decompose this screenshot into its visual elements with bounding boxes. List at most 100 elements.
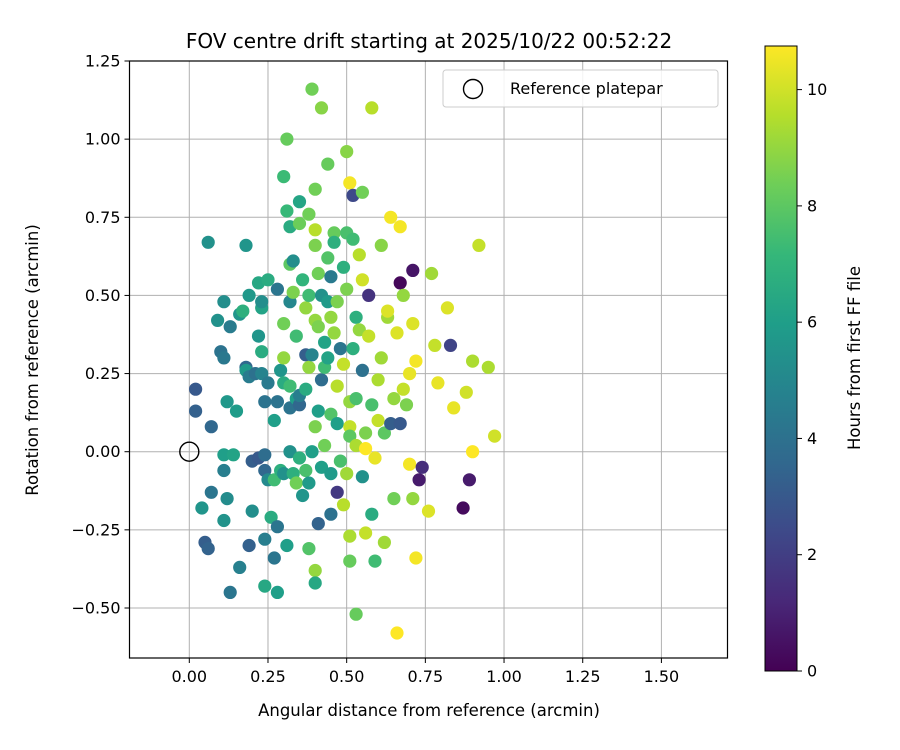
data-point xyxy=(211,313,225,327)
data-point xyxy=(270,395,284,409)
data-point xyxy=(283,445,297,459)
data-point xyxy=(321,157,335,171)
data-point xyxy=(220,492,234,506)
data-point xyxy=(377,426,391,440)
data-point xyxy=(236,304,250,318)
data-point xyxy=(368,554,382,568)
data-point xyxy=(274,363,288,377)
data-point xyxy=(481,360,495,374)
data-point xyxy=(459,385,473,399)
data-point xyxy=(258,579,272,593)
data-point xyxy=(340,145,354,159)
data-point xyxy=(318,335,332,349)
data-point xyxy=(340,282,354,296)
data-point xyxy=(324,270,338,284)
data-point xyxy=(330,379,344,393)
data-point xyxy=(233,560,247,575)
data-point xyxy=(270,520,284,534)
data-point xyxy=(349,392,363,406)
data-point xyxy=(384,417,398,431)
data-point xyxy=(220,395,234,409)
data-point xyxy=(226,448,240,462)
colorbar: 0 2 4 6 8 10 Hours from first FF file xyxy=(764,45,864,681)
legend-label: Reference platepar xyxy=(510,79,663,98)
colorbar-ticks: 0 2 4 6 8 10 xyxy=(797,80,827,681)
data-point xyxy=(286,254,300,268)
data-point xyxy=(359,426,373,440)
colorbar-tick-label: 0 xyxy=(807,662,817,681)
data-point xyxy=(447,401,461,415)
x-tick-label: 0.00 xyxy=(171,667,207,686)
data-point xyxy=(403,367,417,381)
data-point xyxy=(242,538,256,553)
data-point xyxy=(308,223,322,237)
data-point xyxy=(462,473,476,487)
x-tick-label: 0.75 xyxy=(408,667,444,686)
data-point xyxy=(299,382,313,396)
data-point xyxy=(336,498,351,512)
data-point xyxy=(277,467,291,481)
data-point xyxy=(355,470,369,484)
data-point xyxy=(267,551,281,565)
data-point xyxy=(204,485,218,499)
data-point xyxy=(336,357,351,371)
x-tick-label: 1.50 xyxy=(644,667,680,686)
data-point xyxy=(336,260,351,274)
data-point xyxy=(292,451,307,465)
data-point xyxy=(456,501,470,515)
data-point xyxy=(387,492,401,506)
data-point xyxy=(349,607,363,621)
data-point xyxy=(371,413,385,428)
data-point xyxy=(340,467,354,481)
data-point xyxy=(324,407,338,421)
data-point xyxy=(314,373,329,387)
data-point xyxy=(223,585,237,600)
data-point xyxy=(305,348,319,362)
data-point xyxy=(362,329,376,343)
data-point xyxy=(399,398,414,412)
legend: Reference platepar xyxy=(442,69,719,108)
data-point xyxy=(280,538,294,553)
data-point xyxy=(412,473,426,487)
x-tick-label: 1.25 xyxy=(565,667,601,686)
data-point xyxy=(283,379,297,393)
x-axis-title: Angular distance from reference (arcmin) xyxy=(258,701,600,720)
data-point xyxy=(396,382,410,396)
data-point xyxy=(365,507,379,521)
data-point xyxy=(289,476,303,490)
y-tick-label: 0.75 xyxy=(85,208,121,227)
data-point xyxy=(393,276,407,290)
data-point xyxy=(359,526,373,540)
colorbar-label: Hours from first FF file xyxy=(845,266,864,450)
data-point xyxy=(409,551,423,565)
data-point xyxy=(343,554,357,568)
data-point xyxy=(311,404,325,418)
x-tick-label: 0.25 xyxy=(250,667,286,686)
data-point xyxy=(305,445,319,459)
data-point xyxy=(255,295,269,309)
data-point xyxy=(217,448,231,462)
data-point xyxy=(327,226,341,240)
data-point xyxy=(267,473,281,487)
y-tick-label: 1.25 xyxy=(85,52,121,71)
data-point xyxy=(296,488,310,503)
data-point xyxy=(381,304,395,318)
data-point xyxy=(277,170,291,184)
y-axis-title: Rotation from reference (arcmin) xyxy=(23,224,42,496)
data-point xyxy=(277,351,291,365)
data-point xyxy=(201,235,215,249)
reference-marker-group xyxy=(179,441,200,462)
data-point xyxy=(258,532,272,546)
data-point xyxy=(415,460,429,474)
data-point xyxy=(327,235,341,249)
data-point xyxy=(390,326,404,340)
data-point xyxy=(217,513,231,528)
data-point xyxy=(384,210,398,224)
data-point xyxy=(223,320,237,334)
data-point xyxy=(311,266,325,281)
plot-frame xyxy=(128,60,729,659)
y-tick-label: 1.00 xyxy=(85,130,121,149)
data-point xyxy=(355,363,369,377)
data-point xyxy=(330,485,344,499)
data-point xyxy=(488,429,502,443)
